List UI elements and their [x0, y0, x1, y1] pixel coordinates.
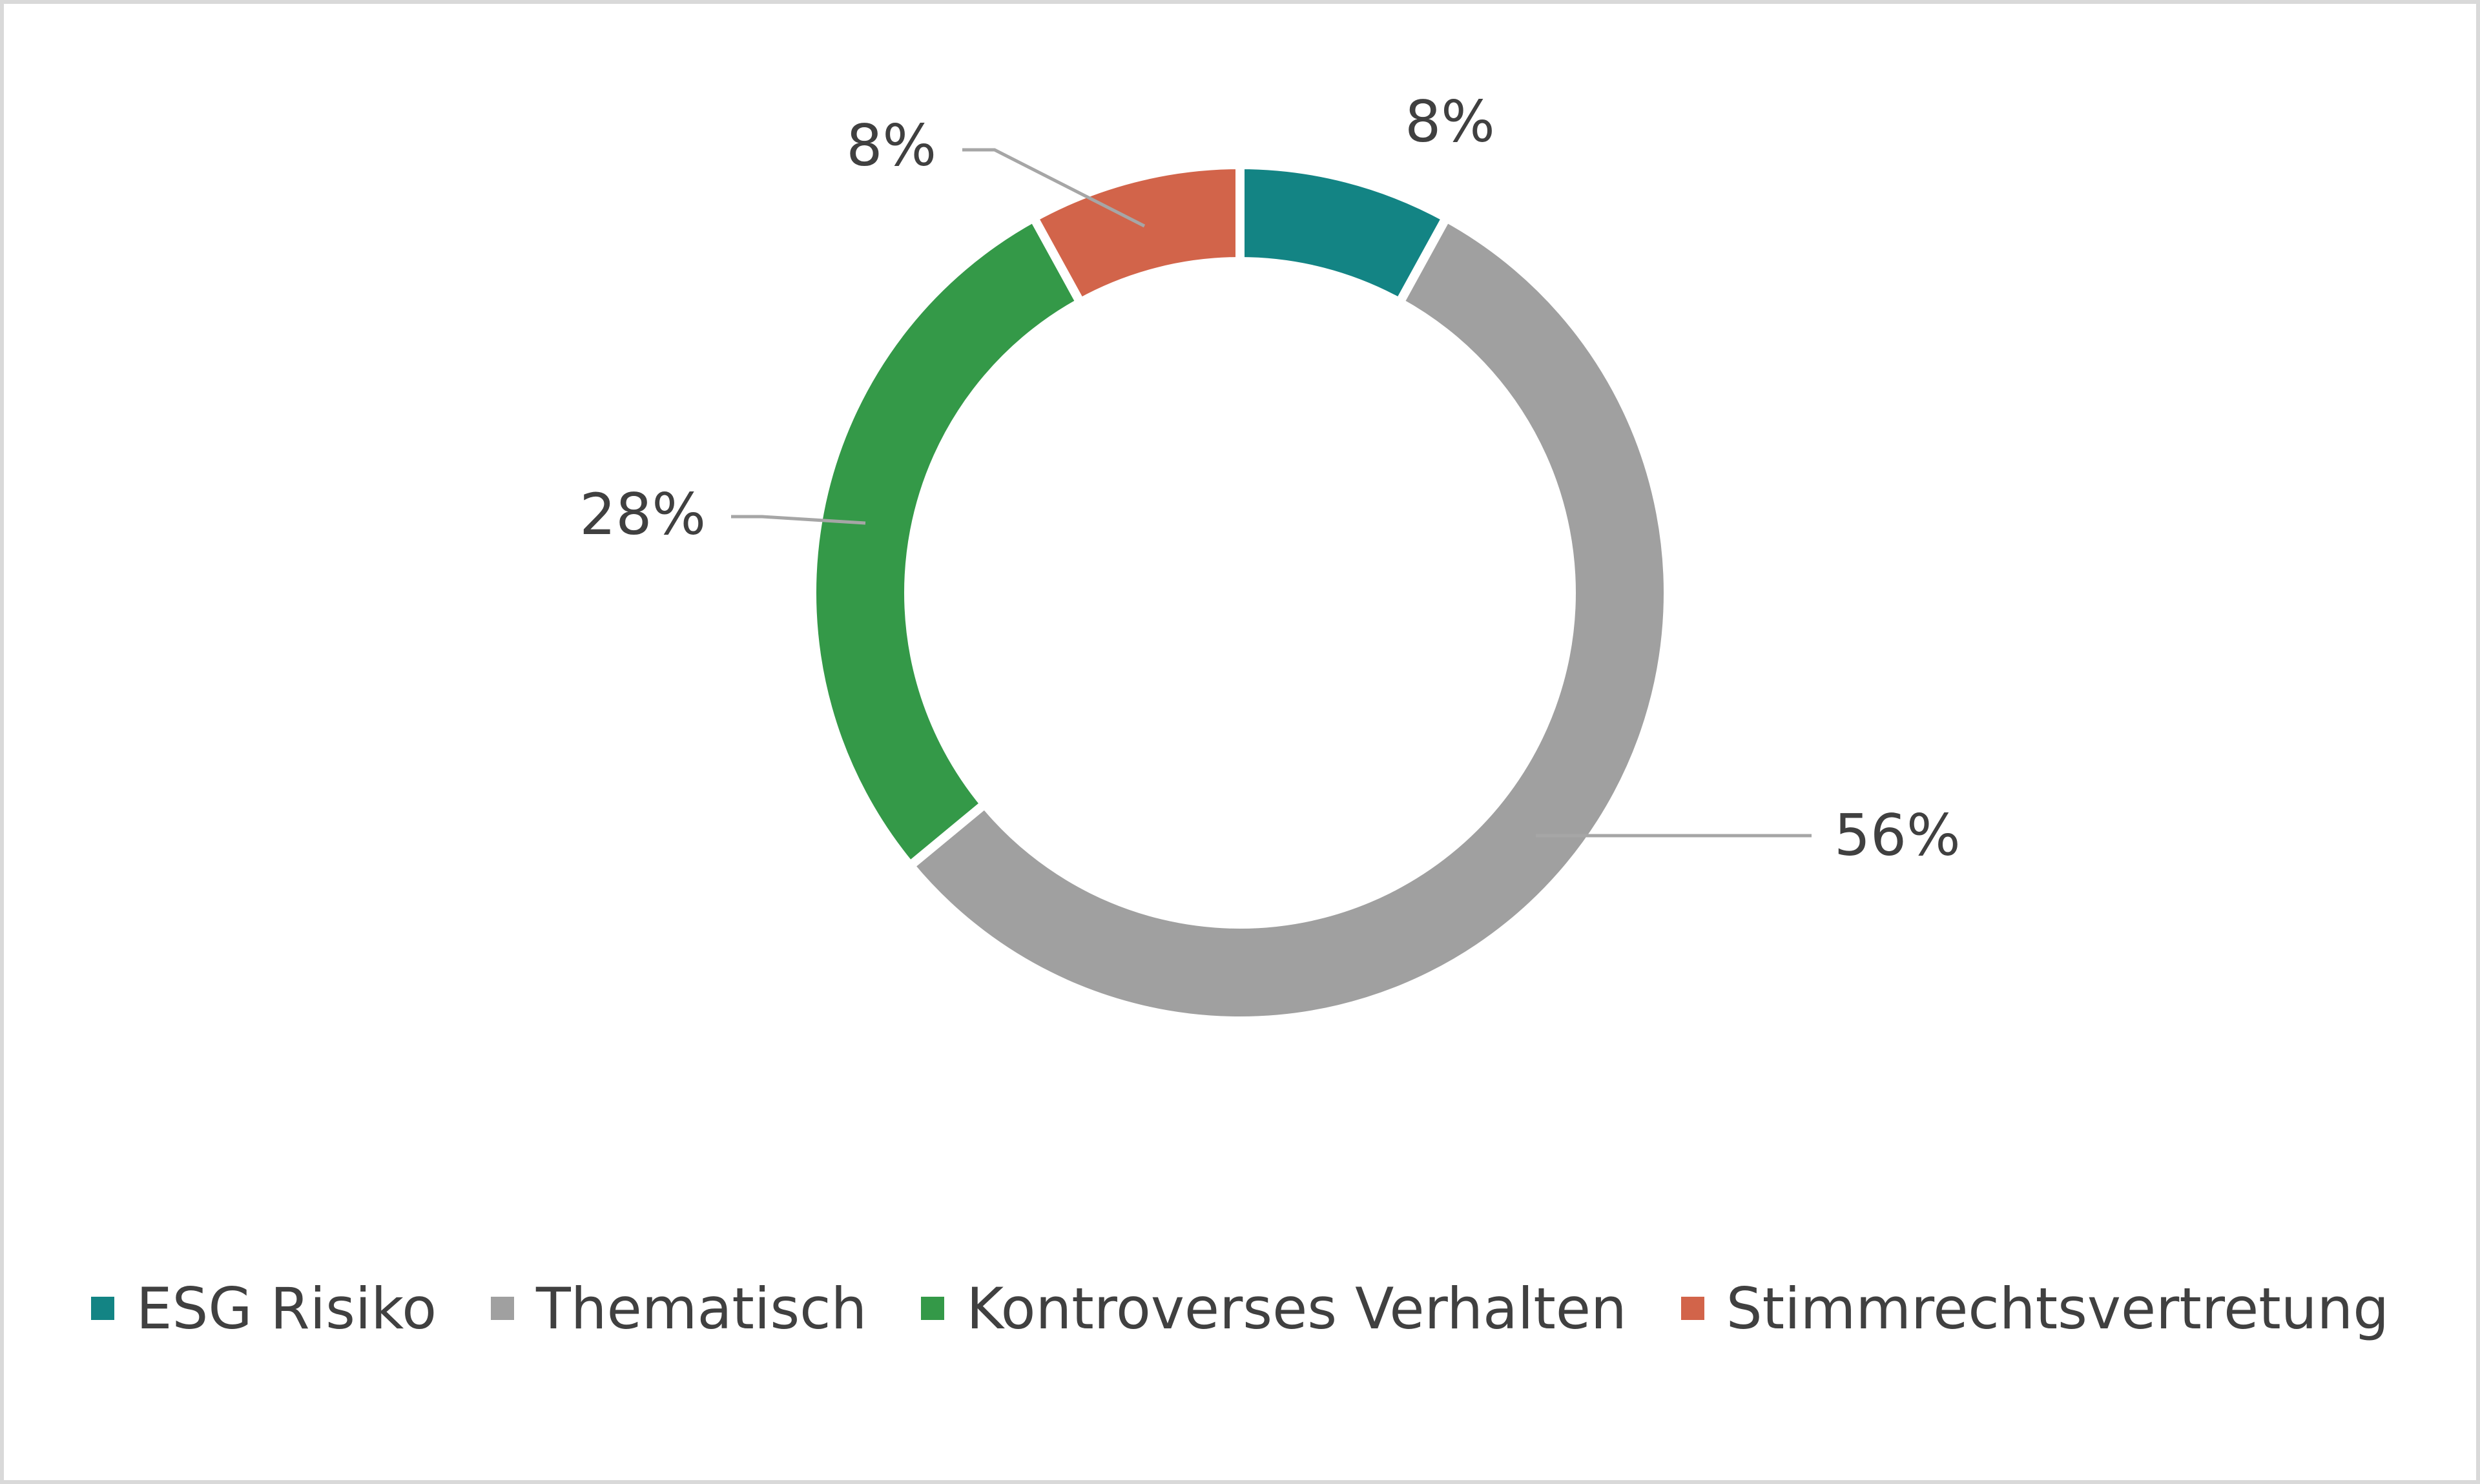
leader-line-kontroverses-verhalten — [731, 515, 866, 525]
data-label-kontroverses-verhalten: 28% — [579, 481, 706, 548]
legend-swatch — [491, 1297, 515, 1320]
legend-swatch — [921, 1297, 945, 1320]
leader-line-stimmrechtsvertretung — [962, 148, 1146, 228]
donut-slice-stimmrechtsvertretung[interactable] — [1028, 160, 1245, 309]
leader-lines — [731, 148, 1812, 838]
data-label-esg-risiko: 8% — [1405, 88, 1495, 155]
data-labels: 8% 56% 28% 8% — [579, 88, 1960, 869]
donut-slices — [807, 160, 1673, 1025]
legend-label: Stimmrechtsvertretung — [1726, 1275, 2390, 1342]
legend-item-stimmrechtsvertretung[interactable]: Stimmrechtsvertretung — [1680, 1275, 2390, 1342]
data-label-stimmrechtsvertretung: 8% — [846, 112, 936, 179]
legend-item-thematisch[interactable]: Thematisch — [491, 1275, 867, 1342]
legend: ESG Risiko Thematisch Kontroverses Verha… — [0, 1270, 2480, 1347]
legend-item-esg-risiko[interactable]: ESG Risiko — [90, 1275, 437, 1342]
legend-label: Kontroverses Verhalten — [966, 1275, 1627, 1342]
legend-item-kontroverses-verhalten[interactable]: Kontroverses Verhalten — [921, 1275, 1627, 1342]
legend-label: ESG Risiko — [136, 1275, 437, 1342]
donut-slice-kontroverses-verhalten[interactable] — [807, 211, 1087, 872]
data-label-thematisch: 56% — [1834, 802, 1961, 869]
legend-swatch — [90, 1297, 114, 1320]
legend-swatch — [1680, 1297, 1704, 1320]
legend-label: Thematisch — [536, 1275, 867, 1342]
donut-slice-thematisch[interactable] — [904, 211, 1673, 1025]
